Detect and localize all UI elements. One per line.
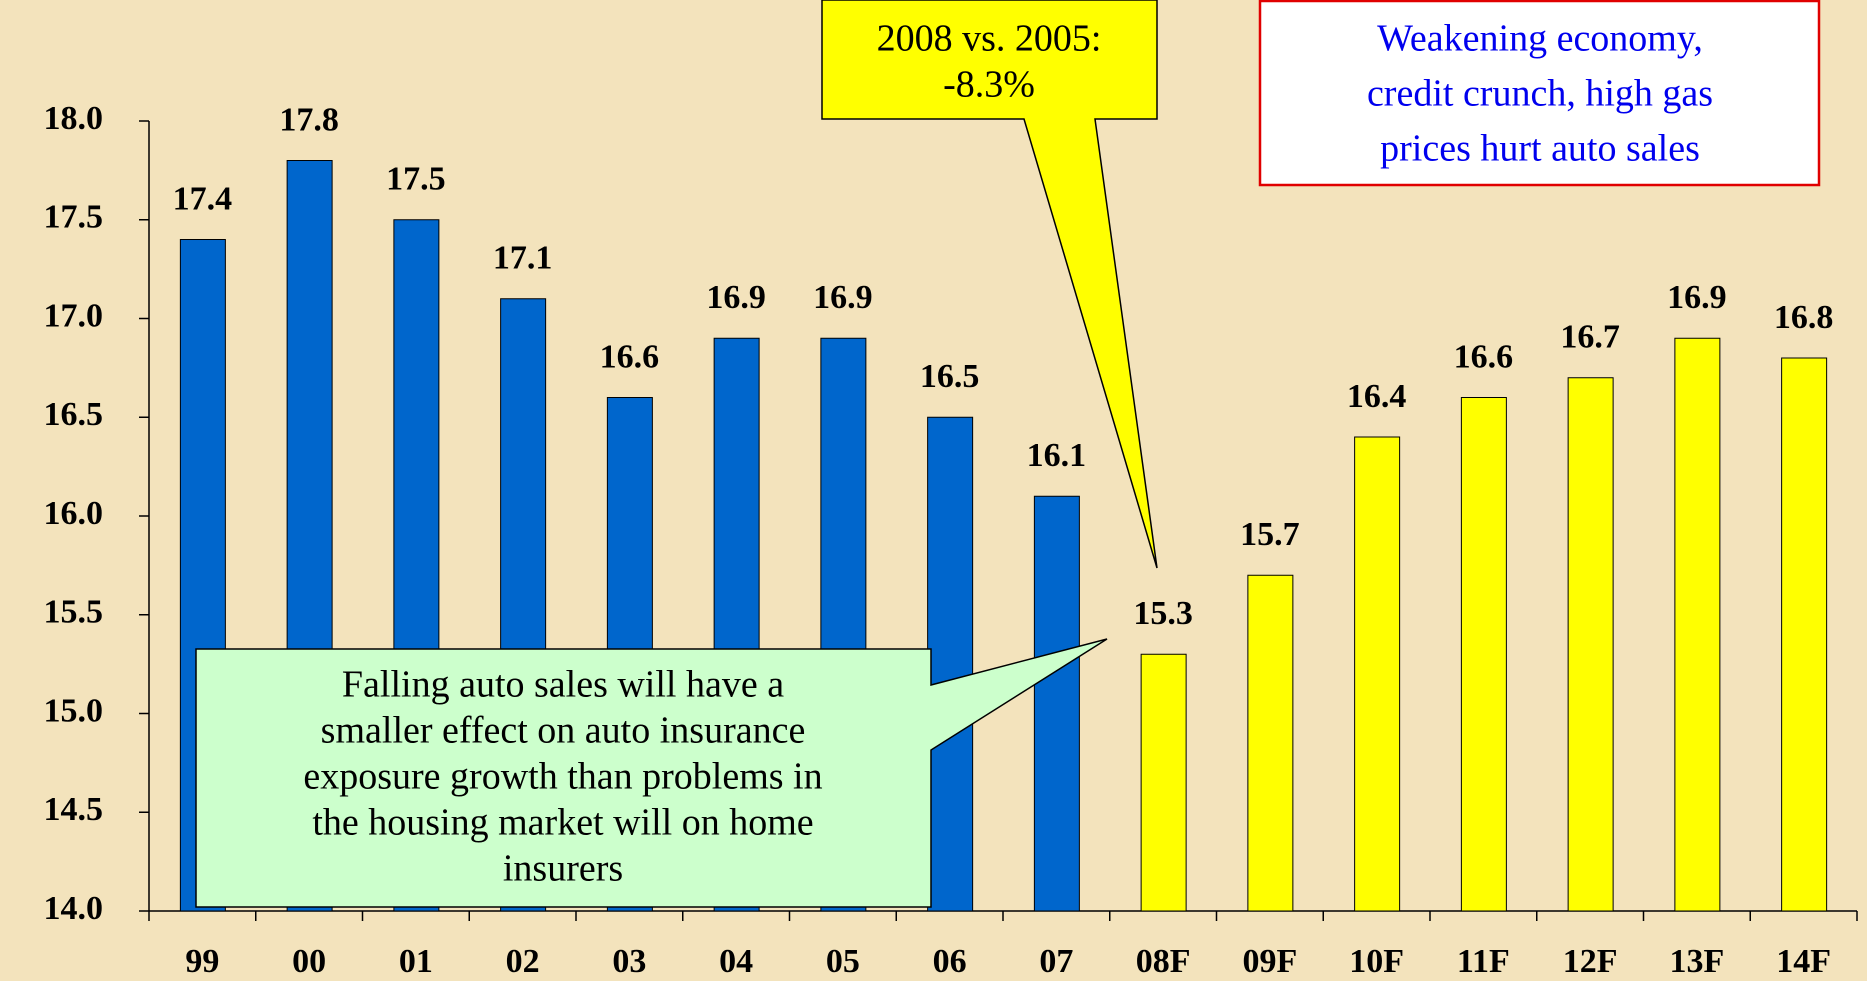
- y-tick-label: 17.0: [44, 297, 104, 334]
- data-label: 16.1: [1027, 437, 1087, 474]
- data-label: 17.8: [279, 101, 339, 138]
- data-label: 17.1: [493, 240, 553, 277]
- x-tick-label: 08F: [1136, 943, 1191, 980]
- y-tick-label: 14.0: [44, 890, 104, 927]
- x-tick-label: 09F: [1242, 943, 1297, 980]
- bar: [1460, 397, 1507, 912]
- data-label: 16.9: [706, 279, 766, 316]
- bar: [1033, 495, 1080, 912]
- bar: [1567, 377, 1614, 912]
- x-tick-label: 14F: [1776, 943, 1831, 980]
- annotation-line: the housing market will on home: [312, 802, 813, 844]
- data-label: 16.5: [920, 358, 980, 395]
- data-label: 15.7: [1240, 516, 1300, 553]
- y-tick-label: 15.0: [44, 692, 104, 729]
- annotation-line: 2008 vs. 2005:: [877, 18, 1102, 60]
- x-tick-label: 13F: [1669, 943, 1724, 980]
- annotation-line: credit crunch, high gas: [1367, 73, 1713, 115]
- data-label: 15.3: [1133, 595, 1193, 632]
- x-tick-label: 07: [1039, 943, 1073, 980]
- callout-box: [195, 638, 1108, 908]
- bar: [1674, 337, 1721, 912]
- x-tick-label: 00: [292, 943, 326, 980]
- data-label: 16.6: [1454, 338, 1514, 375]
- annotation-line: smaller effect on auto insurance: [321, 710, 806, 752]
- data-label: 16.6: [600, 338, 660, 375]
- x-tick-label: 99: [185, 943, 219, 980]
- note-box: [1258, 0, 1821, 187]
- bar: [1140, 653, 1187, 912]
- x-tick-label: 12F: [1563, 943, 1618, 980]
- x-tick-label: 03: [612, 943, 646, 980]
- bar: [1354, 436, 1401, 912]
- data-label: 16.4: [1347, 378, 1407, 415]
- bar: [1781, 357, 1828, 912]
- data-label: 16.8: [1774, 299, 1834, 336]
- data-label: 16.9: [813, 279, 873, 316]
- data-label: 17.5: [386, 161, 446, 198]
- y-tick-label: 14.5: [44, 791, 104, 828]
- y-tick-label: 16.0: [44, 495, 104, 532]
- data-label: 16.7: [1560, 319, 1620, 356]
- x-tick-label: 11F: [1457, 943, 1510, 980]
- y-tick-label: 17.5: [44, 199, 104, 236]
- callout-box: [821, 0, 1158, 569]
- x-tick-label: 02: [506, 943, 540, 980]
- y-tick-label: 18.0: [44, 100, 104, 137]
- bar: [927, 416, 974, 912]
- annotation-line: -8.3%: [943, 64, 1035, 106]
- data-label: 17.4: [173, 180, 233, 217]
- annotation-line: Weakening economy,: [1377, 18, 1703, 60]
- y-tick-label: 15.5: [44, 594, 104, 631]
- y-tick-label: 16.5: [44, 396, 104, 433]
- x-tick-label: 05: [826, 943, 860, 980]
- annotation-line: exposure growth than problems in: [303, 756, 822, 798]
- data-label: 16.9: [1667, 279, 1727, 316]
- annotation-line: insurers: [503, 848, 623, 890]
- annotation-line: prices hurt auto sales: [1380, 128, 1700, 170]
- x-tick-label: 06: [933, 943, 967, 980]
- x-tick-label: 01: [399, 943, 433, 980]
- annotation-line: Falling auto sales will have a: [342, 664, 784, 706]
- x-tick-label: 10F: [1349, 943, 1404, 980]
- x-tick-label: 04: [719, 943, 753, 980]
- bar: [1247, 574, 1294, 912]
